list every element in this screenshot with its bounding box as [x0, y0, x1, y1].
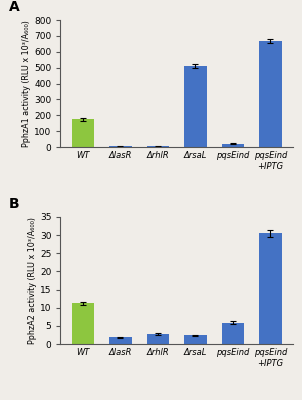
Y-axis label: PphzA1 activity (RLU x 10³/A₆₀₀): PphzA1 activity (RLU x 10³/A₆₀₀)	[22, 20, 31, 147]
Bar	[109, 338, 132, 344]
Bar	[72, 303, 94, 344]
Bar	[184, 66, 207, 147]
Bar	[72, 119, 94, 147]
Text: B: B	[9, 196, 20, 210]
Y-axis label: PphzA2 activity (RLU x 10³/A₆₀₀): PphzA2 activity (RLU x 10³/A₆₀₀)	[28, 217, 37, 344]
Bar	[184, 335, 207, 344]
Bar	[259, 233, 282, 344]
Bar	[222, 144, 244, 147]
Bar	[222, 322, 244, 344]
Bar	[147, 146, 169, 147]
Bar	[147, 334, 169, 344]
Bar	[109, 146, 132, 147]
Bar	[259, 41, 282, 147]
Text: A: A	[9, 0, 20, 14]
